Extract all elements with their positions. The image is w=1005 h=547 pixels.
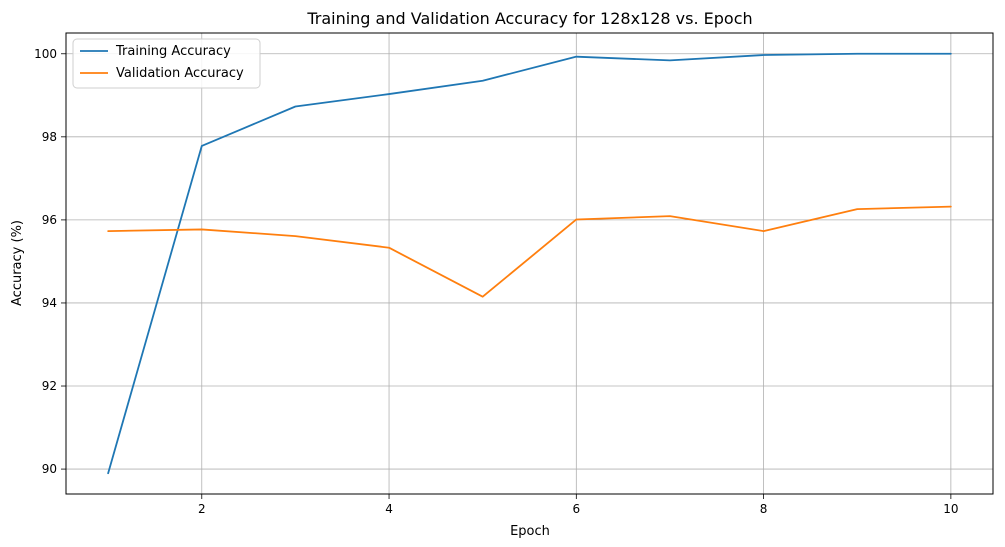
x-axis-label: Epoch xyxy=(510,524,550,539)
series-line-validation-accuracy xyxy=(107,205,952,298)
legend: Training Accuracy Validation Accuracy xyxy=(72,38,261,89)
plot-frame xyxy=(65,32,994,495)
y-tick-label: 96 xyxy=(42,213,57,227)
x-tick-label: 8 xyxy=(760,502,768,516)
y-tick-label: 98 xyxy=(42,130,57,144)
axis-ticks: 2 4 6 8 10 90 92 94 96 98 100 xyxy=(34,47,958,516)
series-line-training-accuracy xyxy=(107,52,952,475)
y-tick-label: 100 xyxy=(34,47,57,61)
legend-label-validation-accuracy: Validation Accuracy xyxy=(116,66,244,81)
legend-box xyxy=(72,38,261,89)
series-lines xyxy=(107,52,952,475)
x-tick-label: 6 xyxy=(572,502,580,516)
legend-label-training-accuracy: Training Accuracy xyxy=(115,44,231,59)
x-tick-label: 4 xyxy=(385,502,393,516)
x-tick-label: 2 xyxy=(198,502,206,516)
chart-title: Training and Validation Accuracy for 128… xyxy=(306,9,752,28)
grid-lines xyxy=(66,33,993,494)
y-tick-label: 90 xyxy=(42,462,57,476)
x-tick-label: 10 xyxy=(943,502,958,516)
y-axis-label: Accuracy (%) xyxy=(10,220,25,306)
y-tick-label: 94 xyxy=(42,296,57,310)
y-tick-label: 92 xyxy=(42,379,57,393)
